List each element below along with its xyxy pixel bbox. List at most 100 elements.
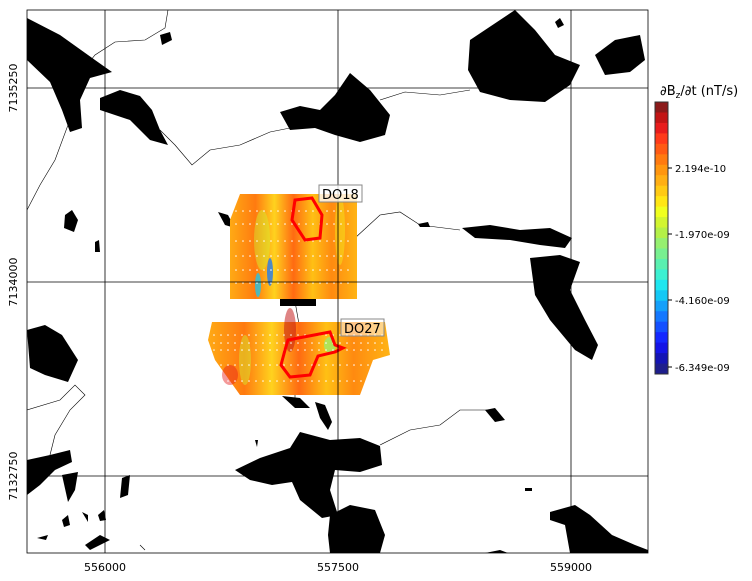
- survey-point: [298, 240, 300, 242]
- survey-point: [374, 364, 376, 366]
- survey-point: [256, 282, 258, 284]
- survey-point: [347, 282, 349, 284]
- survey-point: [304, 380, 306, 382]
- survey-point: [283, 334, 285, 336]
- survey-point: [298, 255, 300, 257]
- survey-point: [347, 210, 349, 212]
- survey-point: [298, 282, 300, 284]
- survey-point: [291, 240, 293, 242]
- survey-point: [234, 364, 236, 366]
- survey-point: [367, 342, 369, 344]
- survey-point: [227, 380, 229, 382]
- survey-point: [220, 364, 222, 366]
- axes-frame: [26, 9, 649, 554]
- survey-point: [276, 342, 278, 344]
- survey-point: [283, 342, 285, 344]
- survey-point: [346, 364, 348, 366]
- survey-point: [235, 269, 237, 271]
- survey-point: [332, 364, 334, 366]
- survey-point: [305, 269, 307, 271]
- colorbar-segment: [655, 227, 668, 239]
- DO18-label: DO18: [318, 184, 363, 203]
- survey-point: [248, 342, 250, 344]
- colorbar-segment: [655, 133, 668, 145]
- survey-point: [325, 364, 327, 366]
- y-tick: 7134000: [7, 258, 20, 307]
- survey-point: [381, 364, 383, 366]
- survey-point: [256, 240, 258, 242]
- colorbar-ticks: 2.194e-10 -1.970e-09 -4.160e-09 -6.349e-…: [675, 164, 730, 374]
- survey-point: [346, 349, 348, 351]
- survey-point: [333, 223, 335, 225]
- survey-point: [263, 210, 265, 212]
- survey-point: [242, 223, 244, 225]
- survey-point: [333, 282, 335, 284]
- survey-point: [374, 349, 376, 351]
- survey-point: [297, 380, 299, 382]
- survey-point: [227, 364, 229, 366]
- survey-point: [326, 255, 328, 257]
- survey-point: [270, 223, 272, 225]
- survey-point: [283, 380, 285, 382]
- colorbar-segment: [655, 175, 668, 187]
- survey-point: [340, 282, 342, 284]
- survey-point: [381, 380, 383, 382]
- survey-point: [298, 210, 300, 212]
- colorbar-tick: -4.160e-09: [675, 296, 730, 307]
- x-tick: 559000: [550, 561, 592, 574]
- colorbar: [654, 101, 672, 375]
- survey-point: [381, 349, 383, 351]
- survey-point: [318, 364, 320, 366]
- survey-point: [234, 380, 236, 382]
- colorbar-tick: 2.194e-10: [675, 164, 726, 175]
- map-content: [27, 10, 648, 553]
- survey-point: [284, 255, 286, 257]
- DO27-label: DO27: [340, 318, 385, 337]
- survey-point: [277, 223, 279, 225]
- survey-point: [312, 255, 314, 257]
- survey-point: [284, 269, 286, 271]
- survey-point: [269, 380, 271, 382]
- survey-point: [213, 334, 215, 336]
- survey-point: [318, 342, 320, 344]
- x-tick: 557500: [317, 561, 359, 574]
- survey-point: [347, 269, 349, 271]
- colorbar-segment: [655, 102, 668, 113]
- survey-point: [284, 210, 286, 212]
- colorbar-segment: [655, 154, 668, 166]
- survey-point: [270, 282, 272, 284]
- outline-DO18: [290, 196, 324, 242]
- survey-point: [318, 349, 320, 351]
- survey-point: [234, 334, 236, 336]
- survey-point: [277, 210, 279, 212]
- survey-point: [360, 342, 362, 344]
- colorbar-segment: [655, 164, 668, 176]
- survey-point: [235, 223, 237, 225]
- survey-point: [284, 223, 286, 225]
- survey-point: [305, 282, 307, 284]
- survey-point: [242, 210, 244, 212]
- survey-point: [353, 364, 355, 366]
- survey-point: [326, 269, 328, 271]
- survey-point: [318, 380, 320, 382]
- survey-point: [360, 364, 362, 366]
- survey-point: [276, 334, 278, 336]
- survey-point: [326, 240, 328, 242]
- survey-point: [248, 380, 250, 382]
- survey-point: [319, 240, 321, 242]
- survey-point: [263, 223, 265, 225]
- survey-point: [312, 240, 314, 242]
- survey-point: [269, 342, 271, 344]
- colorbar-segment: [655, 269, 668, 281]
- colorbar-segment: [655, 353, 668, 365]
- survey-point: [340, 240, 342, 242]
- survey-point: [227, 334, 229, 336]
- survey-grid: [208, 194, 390, 395]
- survey-point: [255, 342, 257, 344]
- survey-point: [381, 342, 383, 344]
- survey-point: [312, 223, 314, 225]
- survey-point: [234, 342, 236, 344]
- survey-point: [339, 334, 341, 336]
- survey-point: [263, 255, 265, 257]
- survey-point: [241, 349, 243, 351]
